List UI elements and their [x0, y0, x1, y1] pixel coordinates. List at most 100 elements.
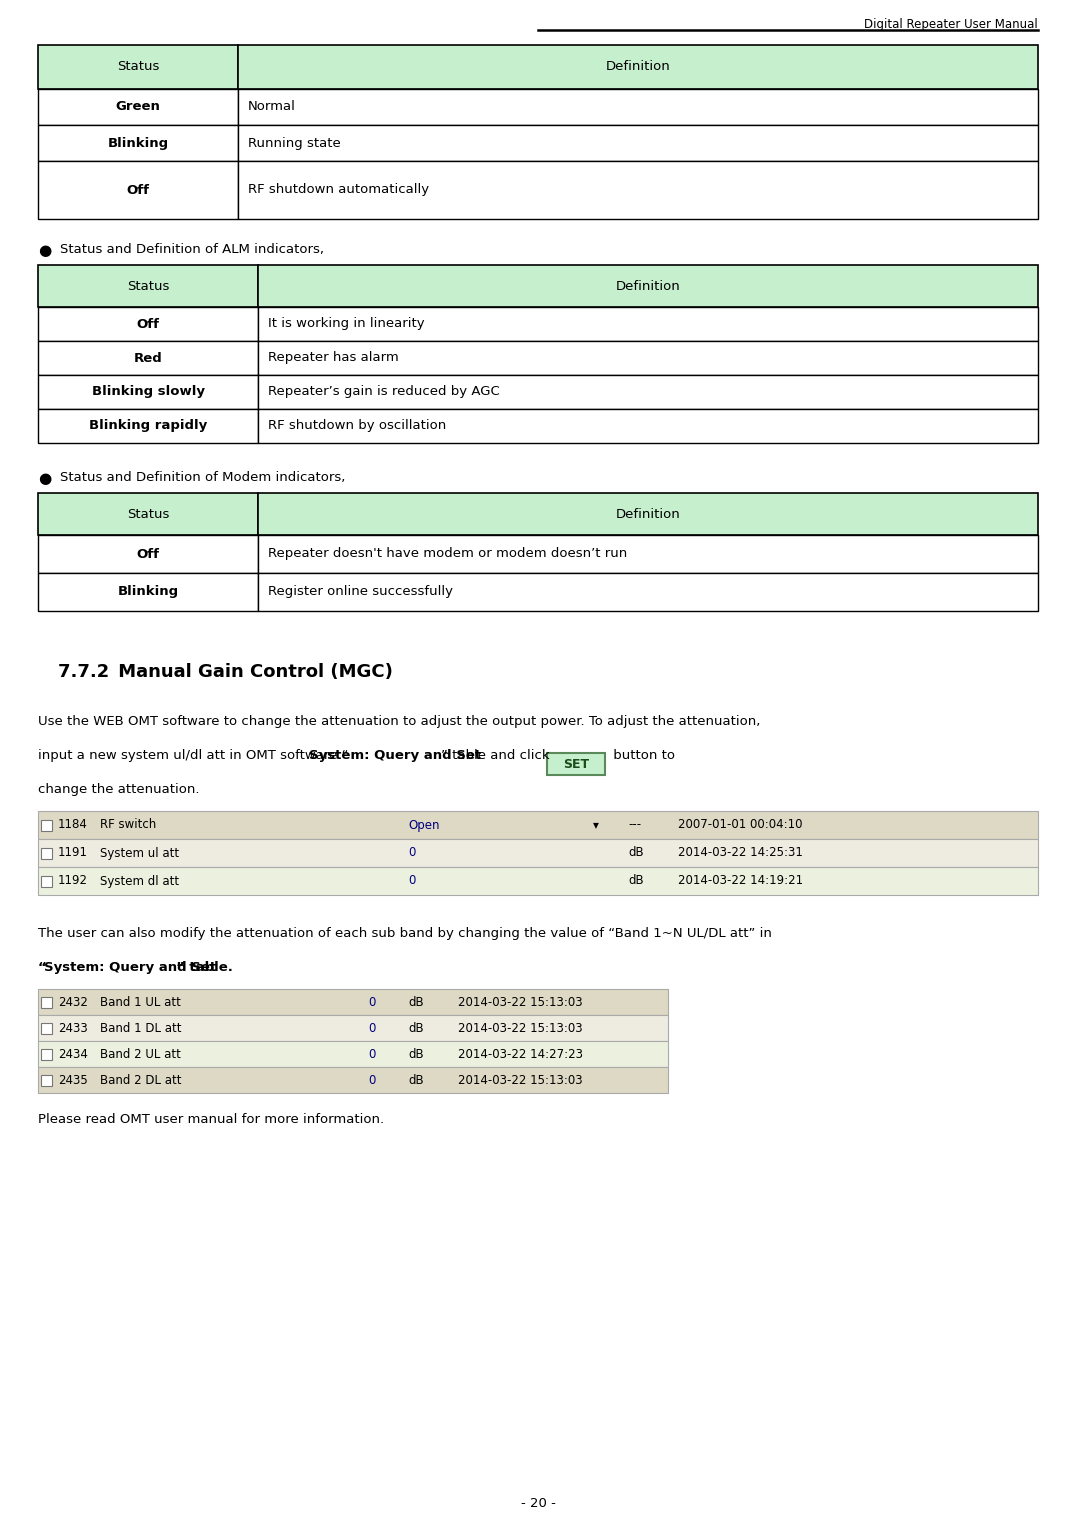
- Text: 2432: 2432: [58, 996, 88, 1008]
- Text: 2007-01-01 00:04:10: 2007-01-01 00:04:10: [678, 818, 803, 832]
- Text: 0: 0: [408, 875, 415, 887]
- Text: dB: dB: [628, 875, 643, 887]
- Bar: [38, 867, 1038, 895]
- Text: 2014-03-22 14:25:31: 2014-03-22 14:25:31: [678, 847, 803, 859]
- Text: 0: 0: [368, 996, 376, 1008]
- Bar: [38, 535, 258, 573]
- Text: Status: Status: [117, 60, 159, 74]
- Text: 2433: 2433: [58, 1022, 88, 1034]
- Text: System: Query and Set: System: Query and Set: [309, 749, 481, 761]
- Text: Band 1 DL att: Band 1 DL att: [100, 1022, 182, 1034]
- Text: 2014-03-22 15:13:03: 2014-03-22 15:13:03: [458, 996, 582, 1008]
- Text: 2014-03-22 15:13:03: 2014-03-22 15:13:03: [458, 1074, 582, 1086]
- Text: 2434: 2434: [58, 1048, 88, 1060]
- Bar: [38, 409, 258, 443]
- Text: Green: Green: [115, 101, 160, 113]
- Bar: [38, 840, 1038, 867]
- Text: 0: 0: [408, 847, 415, 859]
- Bar: [41, 997, 52, 1008]
- Text: Definition: Definition: [615, 279, 680, 293]
- Text: Running state: Running state: [247, 136, 341, 150]
- Text: Off: Off: [137, 547, 159, 561]
- Bar: [38, 1042, 668, 1066]
- Bar: [41, 876, 52, 887]
- Text: - 20 -: - 20 -: [521, 1497, 555, 1511]
- Bar: [258, 265, 1038, 306]
- Text: Register online successfully: Register online successfully: [268, 585, 453, 599]
- Text: Blinking: Blinking: [108, 136, 169, 150]
- Text: ” table and click: ” table and click: [440, 749, 549, 761]
- Text: It is working in linearity: It is working in linearity: [268, 317, 425, 331]
- Text: ▾: ▾: [593, 818, 599, 832]
- Text: 2014-03-22 14:19:21: 2014-03-22 14:19:21: [678, 875, 803, 887]
- Text: RF shutdown by oscillation: RF shutdown by oscillation: [268, 420, 447, 432]
- Bar: [38, 1066, 668, 1092]
- Bar: [38, 161, 238, 219]
- Bar: [38, 493, 258, 535]
- Text: Status: Status: [127, 279, 169, 293]
- Bar: [238, 126, 1038, 161]
- Bar: [38, 990, 668, 1016]
- Text: dB: dB: [628, 847, 643, 859]
- Bar: [258, 375, 1038, 409]
- Bar: [258, 306, 1038, 342]
- Text: 7.7.2 Manual Gain Control (MGC): 7.7.2 Manual Gain Control (MGC): [58, 663, 393, 682]
- Text: 0: 0: [368, 1048, 376, 1060]
- Bar: [38, 810, 1038, 840]
- Text: System ul att: System ul att: [100, 847, 179, 859]
- Text: Repeater doesn't have modem or modem doesn’t run: Repeater doesn't have modem or modem doe…: [268, 547, 627, 561]
- Bar: [38, 342, 258, 375]
- Text: Repeater has alarm: Repeater has alarm: [268, 351, 399, 365]
- Bar: [258, 493, 1038, 535]
- Text: 0: 0: [368, 1022, 376, 1034]
- Text: SET: SET: [563, 757, 589, 771]
- Text: Please read OMT user manual for more information.: Please read OMT user manual for more inf…: [38, 1114, 384, 1126]
- Text: Digital Repeater User Manual: Digital Repeater User Manual: [864, 18, 1038, 31]
- Text: dB: dB: [408, 996, 424, 1008]
- Bar: [41, 1023, 52, 1034]
- Bar: [258, 342, 1038, 375]
- Bar: [41, 820, 52, 830]
- Bar: [38, 44, 238, 89]
- Text: Status: Status: [127, 507, 169, 521]
- Text: 2014-03-22 14:27:23: 2014-03-22 14:27:23: [458, 1048, 583, 1060]
- Text: Use the WEB OMT software to change the attenuation to adjust the output power. T: Use the WEB OMT software to change the a…: [38, 715, 761, 728]
- Bar: [38, 89, 238, 126]
- Text: change the attenuation.: change the attenuation.: [38, 783, 199, 797]
- Bar: [41, 1049, 52, 1060]
- Text: Red: Red: [133, 351, 162, 365]
- Text: Blinking rapidly: Blinking rapidly: [89, 420, 207, 432]
- Text: Off: Off: [137, 317, 159, 331]
- Text: Status and Definition of ALM indicators,: Status and Definition of ALM indicators,: [60, 244, 324, 256]
- Text: Normal: Normal: [247, 101, 296, 113]
- Text: RF switch: RF switch: [100, 818, 156, 832]
- Text: Definition: Definition: [615, 507, 680, 521]
- Bar: [238, 44, 1038, 89]
- Text: The user can also modify the attenuation of each sub band by changing the value : The user can also modify the attenuation…: [38, 927, 771, 941]
- Text: ---: ---: [628, 818, 641, 832]
- Text: ●: ●: [38, 244, 52, 257]
- Text: dB: dB: [408, 1022, 424, 1034]
- Bar: [38, 375, 258, 409]
- Text: Open: Open: [408, 818, 439, 832]
- Bar: [41, 849, 52, 859]
- Text: Blinking slowly: Blinking slowly: [91, 386, 204, 398]
- Bar: [38, 126, 238, 161]
- Text: 0: 0: [368, 1074, 376, 1086]
- Text: System dl att: System dl att: [100, 875, 179, 887]
- Text: 2014-03-22 15:13:03: 2014-03-22 15:13:03: [458, 1022, 582, 1034]
- Text: input a new system ul/dl att in OMT software “: input a new system ul/dl att in OMT soft…: [38, 749, 349, 761]
- Bar: [38, 573, 258, 611]
- Bar: [238, 89, 1038, 126]
- Bar: [547, 754, 605, 775]
- Text: Repeater’s gain is reduced by AGC: Repeater’s gain is reduced by AGC: [268, 386, 499, 398]
- Bar: [38, 306, 258, 342]
- Bar: [41, 1075, 52, 1086]
- Bar: [38, 265, 258, 306]
- Text: Band 2 DL att: Band 2 DL att: [100, 1074, 182, 1086]
- Text: Off: Off: [127, 184, 150, 196]
- Text: button to: button to: [609, 749, 675, 761]
- Text: 1192: 1192: [58, 875, 88, 887]
- Text: 2435: 2435: [58, 1074, 88, 1086]
- Text: Definition: Definition: [606, 60, 670, 74]
